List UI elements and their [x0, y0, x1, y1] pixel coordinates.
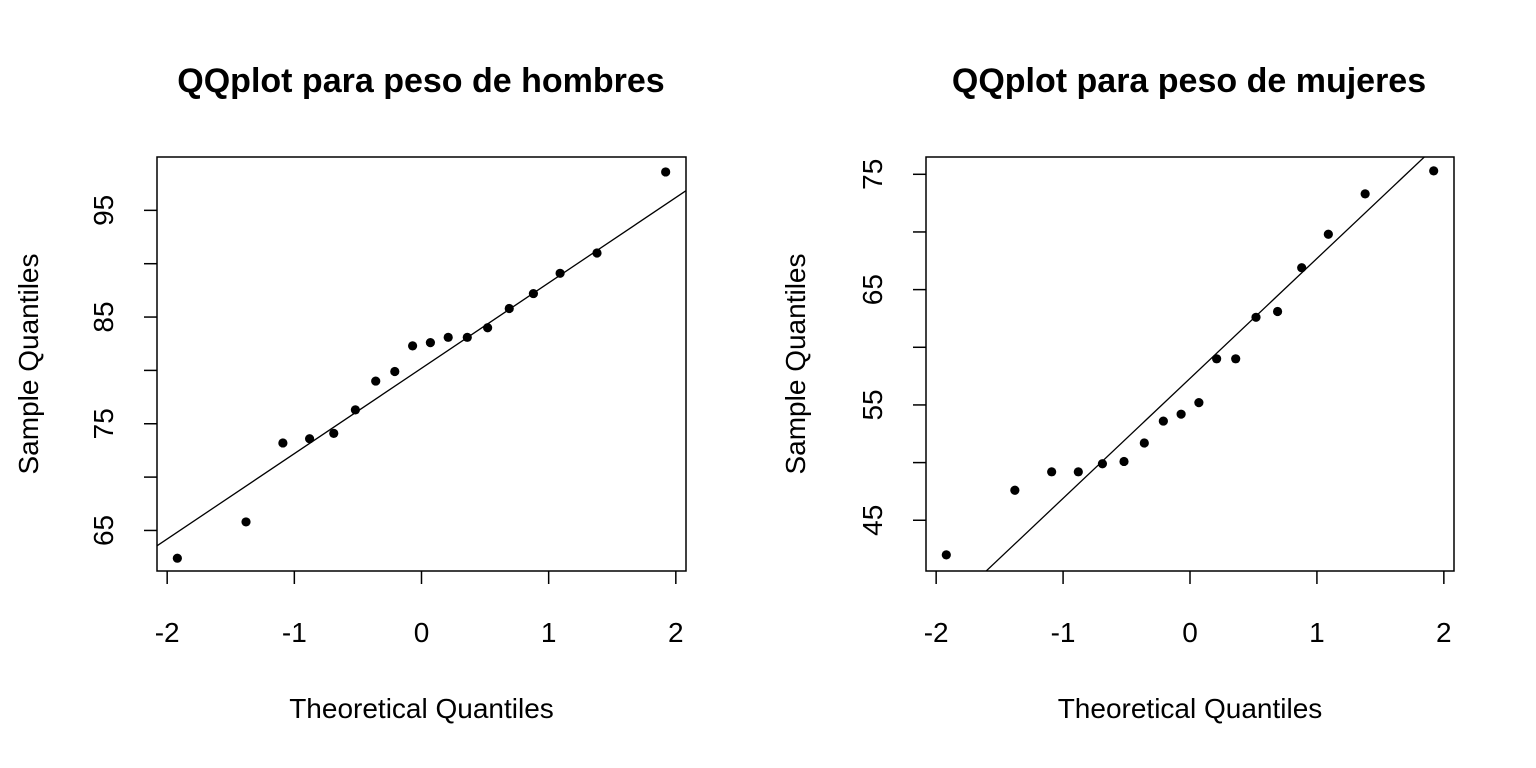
data-point	[278, 438, 288, 448]
data-point	[172, 553, 182, 563]
chart-panel-2: QQplot para peso de mujeres -2 -1 0 1 2 45 55 65…	[780, 62, 1455, 724]
data-point	[661, 167, 671, 177]
data-point	[555, 268, 565, 278]
chart-panel-1: QQplot para peso de hombres -2 -1 0 1 2 65 75 85…	[13, 62, 687, 724]
y-tick-label: 65	[857, 274, 888, 305]
qq-reference-line	[157, 190, 686, 547]
x-tick-label: 1	[1309, 617, 1325, 648]
y-axis-label: Sample Quantiles	[780, 253, 811, 474]
chart-title: QQplot para peso de hombres	[177, 62, 664, 100]
data-point	[1119, 456, 1129, 467]
data-point	[592, 248, 602, 258]
data-point	[1194, 398, 1204, 408]
x-tick-label: -2	[924, 617, 949, 648]
y-tick-label: 55	[857, 389, 888, 420]
y-tick-label: 45	[857, 505, 888, 536]
x-tick-label: 1	[541, 617, 557, 648]
x-tick-label: 0	[414, 617, 430, 648]
y-tick-label: 75	[88, 408, 119, 439]
chart-title: QQplot para peso de mujeres	[952, 62, 1426, 100]
plot-frame	[156, 156, 687, 572]
data-point	[1272, 306, 1283, 317]
data-point	[528, 288, 539, 299]
data-point	[504, 303, 514, 314]
x-tick-label: -2	[155, 617, 180, 648]
data-point	[1158, 416, 1168, 426]
x-tick-label: 2	[668, 617, 684, 648]
data-point	[443, 332, 453, 342]
x-tick-label: -1	[1051, 617, 1076, 648]
plot-frame	[925, 156, 1455, 572]
data-point	[1429, 166, 1439, 176]
data-point	[462, 332, 472, 342]
data-point	[1139, 438, 1149, 448]
data-point	[1047, 467, 1057, 477]
data-point	[371, 376, 381, 386]
y-tick-label: 75	[857, 159, 888, 190]
data-point	[1297, 263, 1307, 273]
data-point	[1010, 485, 1020, 495]
data-point	[390, 366, 400, 377]
data-point	[329, 428, 339, 438]
x-tick-label: 2	[1436, 617, 1452, 648]
data-point	[1360, 189, 1370, 199]
data-point	[483, 323, 493, 333]
y-tick-label: 95	[88, 195, 119, 226]
data-point	[1323, 229, 1333, 239]
data-point	[407, 341, 418, 351]
y-tick-label: 85	[88, 301, 119, 332]
y-tick-label: 65	[88, 515, 119, 546]
data-point	[1251, 312, 1261, 322]
data-point	[1231, 354, 1241, 364]
qq-reference-line	[985, 157, 1426, 571]
x-tick-label: 0	[1182, 617, 1198, 648]
data-point	[1212, 354, 1222, 364]
data-point	[1176, 409, 1186, 419]
data-point	[1097, 459, 1108, 469]
data-point	[241, 517, 251, 527]
data-point	[350, 405, 360, 415]
x-axis-label: Theoretical Quantiles	[289, 693, 554, 724]
x-axis-label: Theoretical Quantiles	[1058, 693, 1323, 724]
data-point	[1073, 467, 1083, 477]
x-tick-label: -1	[282, 617, 307, 648]
data-point	[425, 338, 436, 348]
y-axis-label: Sample Quantiles	[13, 253, 44, 474]
data-point	[941, 550, 951, 560]
data-point	[304, 434, 315, 444]
